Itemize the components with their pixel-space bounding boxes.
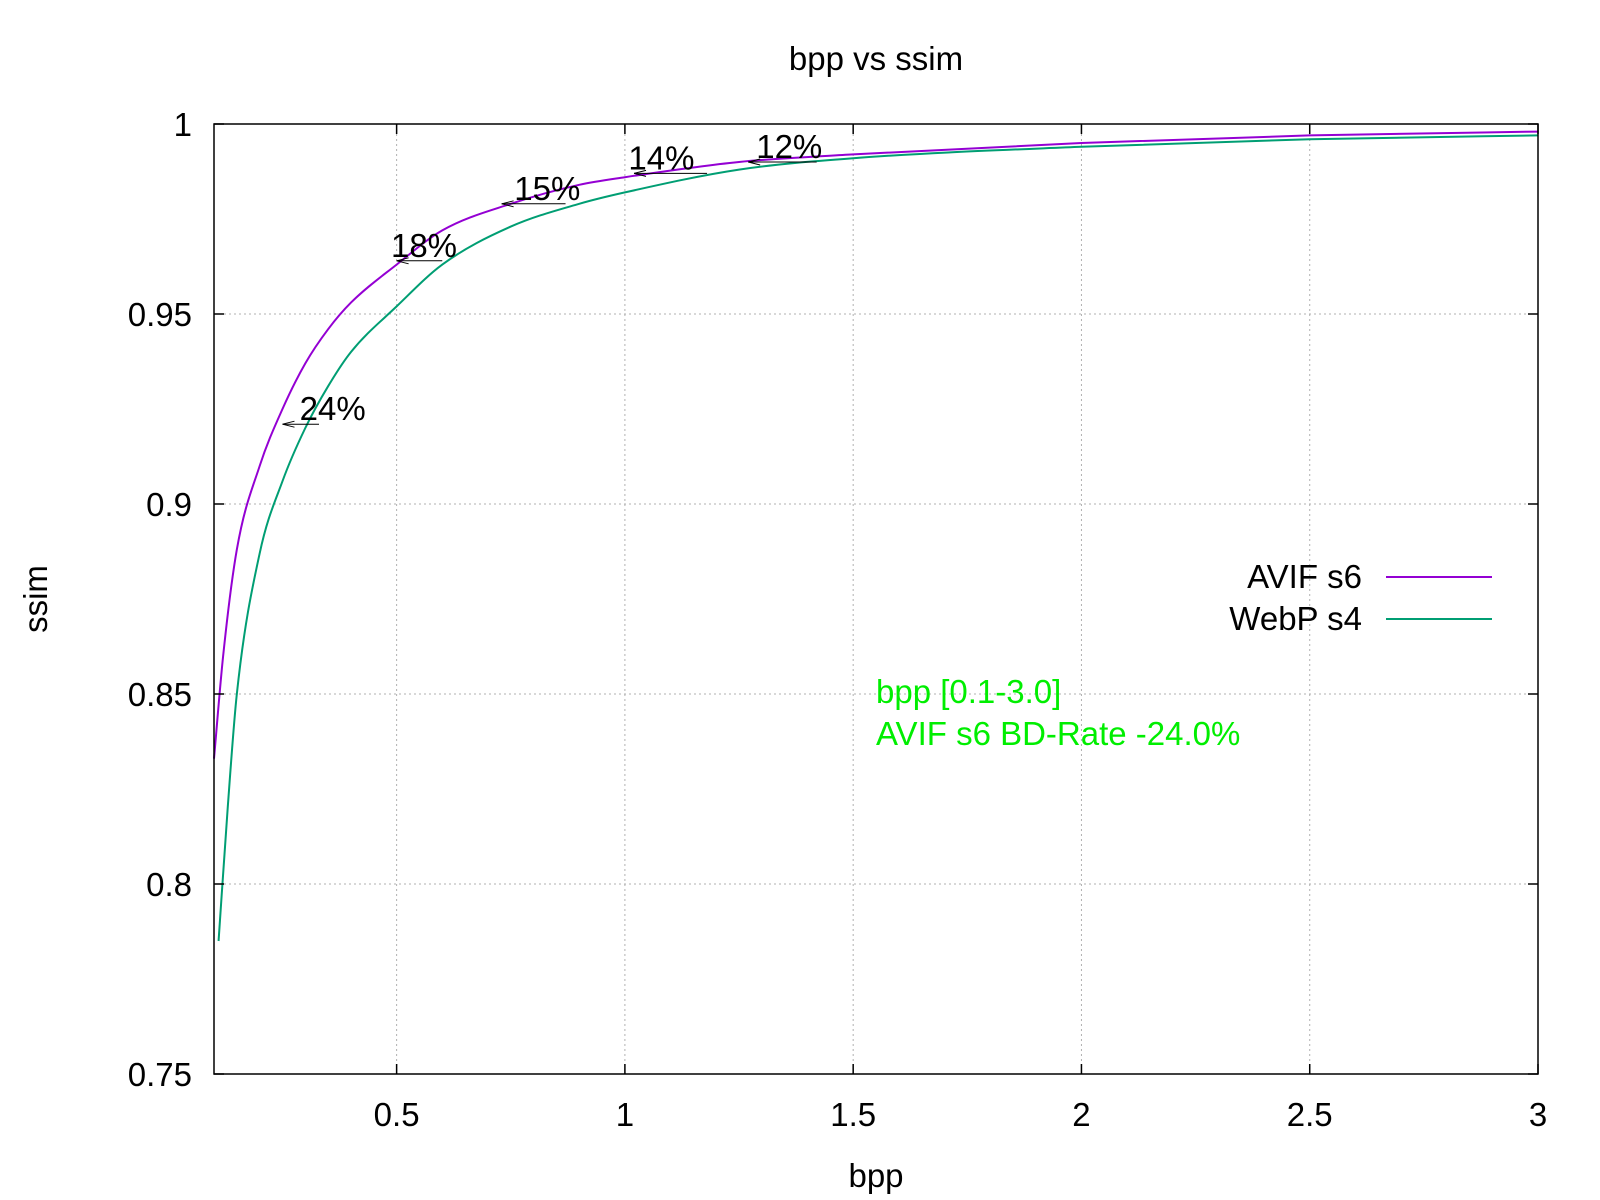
- annotation-arrowhead: [501, 200, 514, 208]
- grid-lines: [214, 124, 1538, 1074]
- chart-title: bpp vs ssim: [789, 40, 963, 77]
- annotation-arrowhead: [633, 169, 647, 177]
- x-tick-label: 3: [1529, 1096, 1547, 1133]
- annotation-label: 14%: [628, 139, 694, 176]
- y-axis-label: ssim: [17, 565, 54, 633]
- x-tick-label: 2.5: [1287, 1096, 1333, 1133]
- y-tick-label: 1: [174, 106, 192, 143]
- annotation-arrowhead: [396, 257, 409, 265]
- y-tick-label: 0.85: [128, 676, 192, 713]
- series-line-avif: [213, 130, 1539, 759]
- series-layer: [213, 130, 1539, 942]
- note-bd-rate: AVIF s6 BD-Rate -24.0%: [876, 715, 1240, 752]
- x-axis-label: bpp: [848, 1157, 903, 1194]
- legend-label-webp: WebP s4: [1229, 600, 1362, 637]
- annotations: 24% 18% 15% 14% 12%: [282, 128, 822, 428]
- x-tick-label: 1.5: [830, 1096, 876, 1133]
- x-tick-label: 2: [1072, 1096, 1090, 1133]
- note-bpp-range: bpp [0.1-3.0]: [876, 673, 1061, 710]
- annotation: 18%: [391, 227, 457, 265]
- annotation: 12%: [748, 128, 822, 166]
- annotation: 14%: [628, 139, 708, 177]
- y-tick-label: 0.95: [128, 296, 192, 333]
- bd-rate-note: bpp [0.1-3.0] AVIF s6 BD-Rate -24.0%: [876, 673, 1240, 752]
- annotation-label: 18%: [391, 227, 457, 264]
- y-tick-label: 0.9: [146, 486, 192, 523]
- ticks: 0.75 0.8 0.85 0.9 0.95 1 0.5 1 1.5 2 2.5 3: [128, 106, 1547, 1133]
- annotation-arrowhead: [282, 420, 295, 428]
- annotation-label: 15%: [514, 170, 580, 207]
- y-tick-label: 0.8: [146, 866, 192, 903]
- x-tick-label: 1: [616, 1096, 634, 1133]
- annotation-label: 12%: [756, 128, 822, 165]
- plot-frame: [213, 123, 1539, 1075]
- y-tick-label: 0.75: [128, 1056, 192, 1093]
- legend: AVIF s6 WebP s4: [1229, 558, 1492, 637]
- x-tick-label: 0.5: [374, 1096, 420, 1133]
- annotation-label: 24%: [300, 390, 366, 427]
- legend-label-avif: AVIF s6: [1247, 558, 1362, 595]
- annotation-arrowhead: [748, 158, 761, 166]
- annotation: 15%: [501, 170, 580, 208]
- series-line-webp: [217, 134, 1539, 942]
- annotation: 24%: [282, 390, 366, 428]
